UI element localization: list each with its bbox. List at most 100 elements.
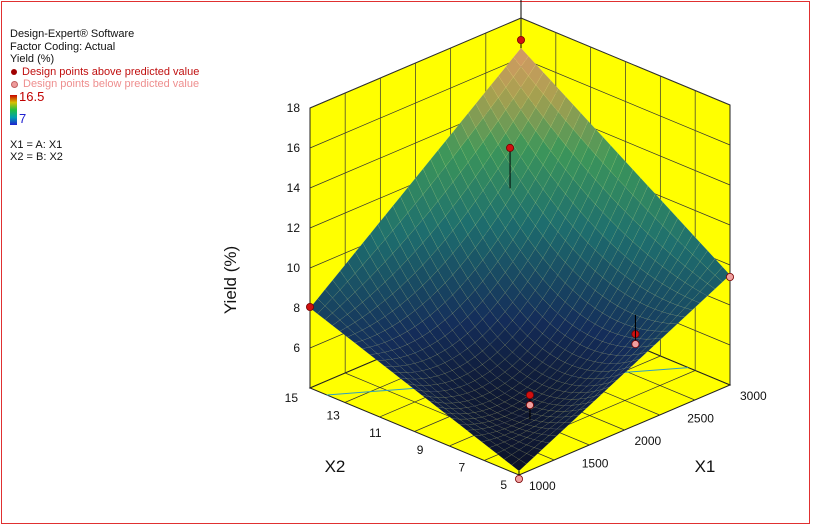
surface-cell [430, 200, 446, 226]
surface-cell [496, 371, 513, 384]
x-tick-label: 2000 [635, 434, 662, 448]
surface-cell [572, 256, 588, 278]
response-label: Yield (%) [10, 53, 55, 65]
z-tick-label: 10 [287, 261, 301, 275]
legend-below: Design points below predicted value [10, 78, 199, 91]
surface-cell [460, 210, 476, 236]
design-point-above [305, 302, 314, 311]
surface-cell [497, 250, 514, 273]
x-tick-label: 3000 [740, 389, 767, 403]
surface-cell [571, 367, 588, 378]
surface-cell [422, 159, 439, 186]
surface-cell [384, 274, 401, 295]
y-tick-label: 9 [417, 443, 424, 457]
surface-cell [542, 244, 559, 268]
surface-cell [595, 211, 611, 236]
surface-cell [497, 180, 514, 206]
surface-cell [511, 459, 527, 472]
surface-cell [467, 269, 483, 291]
surface-cell [482, 130, 499, 156]
design-point-above [517, 36, 526, 45]
surface-cell [436, 382, 453, 391]
surface-cell [520, 260, 536, 282]
surface-cell [654, 330, 671, 340]
color-scale-max: 16.5 [19, 88, 45, 104]
design-point-below [726, 272, 735, 281]
surface-cell [414, 378, 431, 386]
surface-cell [535, 235, 551, 259]
surface-cell [511, 371, 528, 384]
surface-cell [466, 412, 483, 419]
surface-cell [459, 400, 476, 408]
x-tick-label: 2500 [687, 412, 714, 426]
surface-cell [429, 365, 446, 377]
surface-cell [466, 429, 483, 437]
z-tick-label: 12 [287, 221, 301, 235]
y-tick-label: 13 [326, 408, 340, 422]
surface-cell [458, 424, 475, 431]
surface-cell [548, 411, 566, 418]
surface-cell [534, 348, 551, 363]
design-point-below [631, 340, 640, 349]
surface-cell [563, 414, 580, 423]
surface-cell [496, 409, 513, 417]
surface-cell [586, 378, 603, 387]
y-tick-label: 5 [500, 478, 507, 492]
surface-cell [549, 329, 566, 346]
surface-cell [503, 454, 520, 466]
surface-cell [580, 195, 596, 221]
software-label: Design-Expert® Software [10, 28, 135, 40]
surface-cell [533, 408, 551, 416]
design-point-below [515, 474, 524, 483]
y-tick-label: 11 [369, 426, 382, 440]
surface-cell [347, 273, 363, 293]
color-scale: 16.5 7 [10, 88, 199, 129]
surface-cell [669, 315, 686, 325]
x-tick-label: 1500 [582, 457, 609, 471]
surface-cell [392, 244, 408, 268]
surface-cell [400, 212, 416, 238]
surface-cell [646, 337, 663, 347]
surface-cell [354, 340, 371, 349]
surface-cell [354, 284, 371, 303]
surface-cell [346, 333, 363, 344]
surface-cell [473, 434, 490, 443]
above-marker-icon [11, 68, 17, 75]
surface-cell [422, 315, 438, 332]
surface-cell [369, 334, 386, 346]
surface-cell [512, 344, 528, 360]
surface-cell [436, 397, 453, 404]
surface-cell [526, 447, 542, 458]
surface-cell [497, 344, 513, 360]
legend-panel: Design-Expert® Software Factor Coding: A… [10, 28, 199, 164]
y-tick-label: 7 [459, 461, 466, 475]
surface-cell [444, 345, 461, 359]
surface-cell [452, 171, 469, 198]
design-point-above [525, 391, 534, 400]
surface-cell [384, 350, 401, 360]
surface-cell [482, 358, 498, 372]
z-axis-label: Yield (%) [221, 246, 240, 314]
surface-cell [677, 247, 693, 267]
surface-cell [398, 377, 416, 386]
surface-cell [332, 305, 348, 321]
above-label: Design points above predicted value [22, 65, 200, 78]
surface-cell [548, 428, 565, 437]
surface-cell [467, 176, 484, 202]
surface-cell [324, 312, 341, 326]
surface-cell [692, 291, 708, 304]
surface-cell [610, 227, 626, 250]
surface-cell [413, 384, 431, 392]
surface-cell [511, 401, 528, 410]
surface-cell [549, 380, 566, 391]
surface-cell [489, 301, 506, 321]
response-surface [309, 47, 731, 472]
factor-x2: X2 = B: X2 [10, 151, 63, 163]
surface-cell [557, 301, 573, 320]
surface-cell [677, 282, 693, 297]
legend-above: Design points above predicted value [10, 66, 199, 79]
surface-cell [572, 112, 589, 139]
design-point-above [506, 143, 515, 152]
surface-cell [481, 439, 498, 448]
